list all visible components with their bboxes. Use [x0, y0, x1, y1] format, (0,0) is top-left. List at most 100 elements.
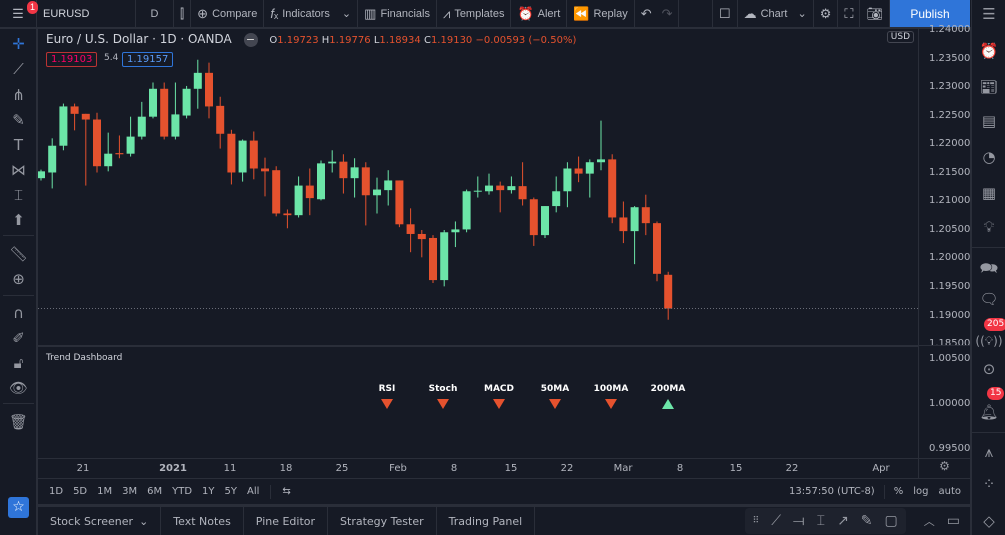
financials-button[interactable]: ▥ Financials [358, 0, 437, 28]
horizontal-line-icon[interactable]: ⟞ [793, 513, 805, 529]
go-to-date-icon[interactable]: ⇆ [282, 486, 291, 497]
templates-button[interactable]: ⩘ Templates [437, 0, 512, 28]
publish-button[interactable]: Publish [890, 0, 970, 27]
range-1y[interactable]: 1Y [202, 486, 215, 497]
trend-line-icon[interactable]: ⟋ [13, 60, 24, 78]
undo-icon[interactable]: ↶ [640, 5, 652, 21]
hotlist-icon[interactable]: ◔ [982, 148, 996, 166]
time-label: 2021 [159, 463, 187, 474]
calendar-icon[interactable]: ▦ [981, 184, 997, 202]
range-1d[interactable]: 1D [49, 486, 64, 497]
indicators-button[interactable]: fₓ Indicators ⌄ [264, 0, 359, 28]
range-1m[interactable]: 1M [97, 486, 113, 497]
clock[interactable]: 13:57:50 (UTC-8) [789, 486, 875, 497]
collapse-icon[interactable]: − [243, 33, 258, 47]
arrow-icon[interactable]: ↗ [837, 513, 849, 529]
fib-icon[interactable]: ⋔ [12, 86, 25, 104]
main-chart-pane[interactable]: Euro / U.S. Dollar · 1D · OANDA − O1.197… [38, 29, 918, 345]
triangle-down-icon [605, 399, 617, 409]
compare-button[interactable]: ⊕ Compare [191, 0, 265, 28]
alert-button[interactable]: ⏰ Alert [511, 0, 568, 28]
snapshot-button[interactable]: 📷︎ [860, 0, 890, 28]
candle-body [93, 119, 101, 167]
pattern-icon[interactable]: ⋈ [11, 161, 26, 179]
rectangle-icon[interactable]: ▢ [884, 513, 898, 529]
range-6m[interactable]: 6M [147, 486, 163, 497]
brush-icon[interactable]: ✎ [12, 111, 25, 129]
ruler-icon[interactable]: 📏︎ [8, 245, 29, 263]
log-toggle[interactable]: log [913, 486, 929, 497]
drawing-favorites-toolbar: ⠿ ⟋ ⟞ ⌶ ↗ ✎ ▢ [744, 508, 906, 534]
buy-price-button[interactable]: 1.19157 [122, 52, 174, 67]
symbol-search[interactable]: EURUSD [37, 0, 136, 28]
trend-item-label: MACD [484, 384, 514, 394]
favorites-star-icon[interactable]: ☆ [8, 497, 29, 518]
candle-body [563, 168, 572, 192]
range-3m[interactable]: 3M [122, 486, 138, 497]
eye-icon[interactable]: 👁︎ [8, 379, 29, 397]
range-5d[interactable]: 5D [73, 486, 88, 497]
measure-icon[interactable]: ⌶ [816, 513, 826, 529]
lightbulb-icon[interactable]: 💡︎ [983, 218, 995, 236]
currency-label[interactable]: USD [886, 31, 914, 43]
tab-pine-editor[interactable]: Pine Editor [244, 507, 329, 535]
zoom-in-icon[interactable]: ⊕ [12, 270, 25, 288]
order-panel-icon[interactable]: ⩚ [984, 443, 994, 461]
watchlist-icon[interactable]: ☰ [982, 5, 996, 23]
crosshair-icon[interactable]: ✛ [12, 35, 25, 53]
dom-icon[interactable]: ⁘ [982, 475, 996, 493]
settings-button[interactable]: ⚙ [814, 0, 839, 28]
trend-dashboard-pane[interactable]: Trend Dashboard RSI Stoch MACD 50MA 100MA 200… [38, 346, 918, 458]
trend-line-icon[interactable]: ⟋ [771, 513, 782, 529]
tab-trading-panel[interactable]: Trading Panel [437, 507, 536, 535]
interval-button[interactable]: D [136, 0, 174, 28]
brush-icon[interactable]: ✎ [860, 513, 873, 529]
fullscreen-button[interactable]: ⛶ [838, 0, 861, 28]
lock-icon[interactable]: 🔓︎ [13, 354, 24, 372]
maximize-panel-icon[interactable]: ▭ [946, 513, 960, 529]
menu-button[interactable]: ☰ 1 [0, 0, 39, 28]
arrow-up-icon[interactable]: ⬆ [12, 211, 25, 229]
range-all[interactable]: All [247, 486, 260, 497]
streams-icon[interactable]: ⊙ [982, 360, 996, 378]
drag-handle-icon[interactable]: ⠿ [752, 516, 760, 526]
alarm-icon: ⏰ [517, 5, 534, 21]
trash-icon[interactable]: 🗑︎ [8, 413, 29, 431]
magnet-icon[interactable]: ∩ [13, 304, 24, 322]
range-ytd[interactable]: YTD [172, 486, 193, 497]
lock-drawings-icon[interactable]: ✐ [12, 329, 25, 347]
alarm-clock-icon[interactable]: ⏰ [979, 42, 999, 60]
time-axis[interactable]: 21 2021 11 18 25 Feb 8 15 22 Mar 8 15 22 Apr ⚙ [38, 458, 970, 479]
candle-body [518, 186, 527, 200]
candle-body [339, 161, 348, 179]
candle-body [529, 199, 538, 236]
replay-button[interactable]: ⏪ Replay [567, 0, 635, 28]
text-icon[interactable]: T [13, 136, 24, 154]
price-axis[interactable]: 1.24000 1.23500 1.23000 1.22500 1.22000 1.215… [918, 24, 971, 458]
chats-icon[interactable]: 🗪 [979, 259, 999, 277]
tab-strategy-tester[interactable]: Strategy Tester [328, 507, 437, 535]
fullscreen-layout-button[interactable]: ☐ [713, 0, 738, 28]
auto-toggle[interactable]: auto [938, 486, 961, 497]
tab-stock-screener[interactable]: Stock Screener ⌄ [38, 507, 162, 535]
ideas-stream-icon[interactable]: ((💡︎)) [975, 334, 1003, 348]
sell-price-button[interactable]: 1.19103 [46, 52, 98, 67]
menu-icon: ☰ [12, 5, 24, 21]
notifications-bell-icon[interactable]: 🔔︎ [979, 403, 999, 421]
chart-type-button[interactable]: ⫿ [174, 0, 192, 28]
redo-icon[interactable]: ↷ [661, 5, 673, 21]
data-window-icon[interactable]: ▤ [981, 112, 997, 130]
price-label: 1.20000 [929, 252, 971, 264]
undo-redo: ↶ ↷ [635, 0, 679, 28]
news-icon[interactable]: 📰︎ [979, 78, 999, 96]
measure-icon[interactable]: ⌶ [13, 186, 23, 204]
time-label: Feb [389, 463, 407, 474]
tab-text-notes[interactable]: Text Notes [161, 507, 244, 535]
percent-toggle[interactable]: % [893, 486, 904, 497]
chat-icon[interactable]: 🗨︎ [979, 290, 999, 308]
chevron-up-icon[interactable]: ︿ [923, 515, 935, 528]
range-5y[interactable]: 5Y [224, 486, 238, 497]
diamond-icon[interactable]: ◇ [983, 512, 995, 530]
layout-button[interactable]: ☁ Chart ⌄ [738, 0, 814, 28]
axis-settings-gear-icon[interactable]: ⚙ [918, 459, 970, 479]
